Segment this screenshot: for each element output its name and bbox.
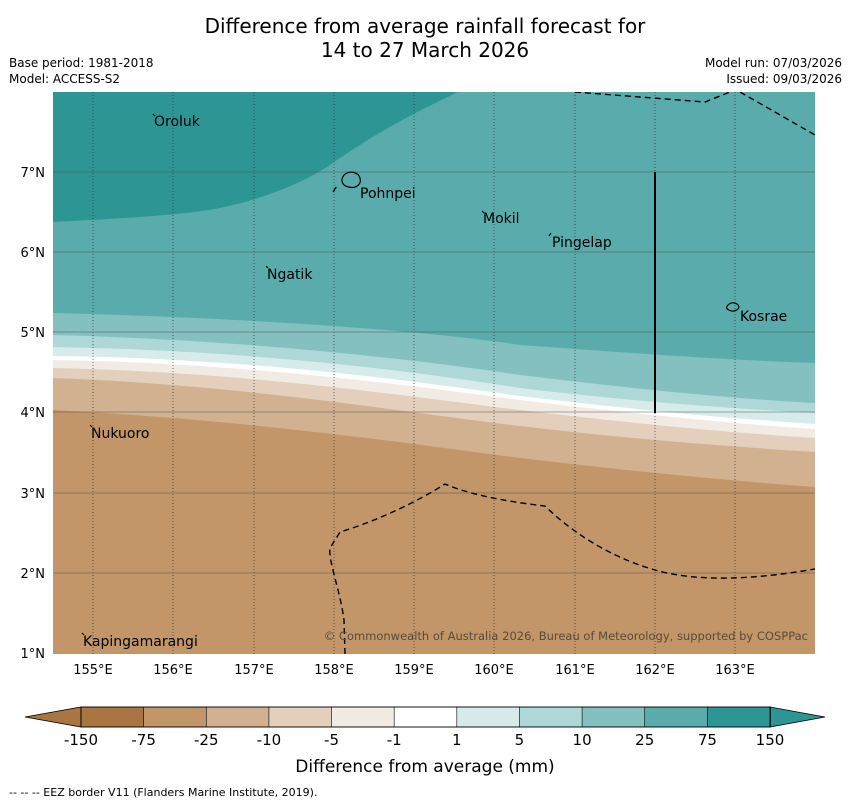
x-tick-158: 158°E — [314, 663, 354, 678]
model-run-text: Model run: 07/03/2026 — [704, 56, 842, 70]
colorbar-tick-label: 150 — [756, 731, 785, 749]
x-tick-155: 155°E — [73, 663, 113, 678]
x-tick-159: 159°E — [394, 663, 434, 678]
label-ngatik: Ngatik — [267, 267, 313, 283]
label-mokil: Mokil — [483, 211, 520, 227]
x-axis-labels: 155°E 156°E 157°E 158°E 159°E 160°E 161°… — [73, 663, 755, 678]
gridlines — [92, 92, 736, 654]
x-tick-163: 163°E — [715, 663, 755, 678]
colorbar-segment — [581, 706, 646, 728]
colorbar-tick-label: -150 — [64, 731, 98, 749]
x-tick-160: 160°E — [474, 663, 514, 678]
x-tick-157: 157°E — [234, 663, 274, 678]
label-oroluk: Oroluk — [154, 114, 201, 130]
lat-lines — [53, 171, 815, 574]
colorbar-segment — [456, 706, 521, 728]
colorbar-tick-label: 10 — [573, 731, 592, 749]
zero-contour — [53, 357, 815, 428]
y-tick-2n: 2°N — [21, 567, 46, 582]
colorbar-segment — [644, 706, 709, 728]
y-tick-1n: 1°N — [21, 647, 46, 662]
colorbar-tick-label: 25 — [635, 731, 654, 749]
title-line-1: Difference from average rainfall forecas… — [204, 14, 646, 38]
y-tick-6n: 6°N — [21, 246, 46, 261]
issued-text: Issued: 09/03/2026 — [726, 72, 842, 86]
colorbar: -150 -75 -25 -10 -5 -1 1 5 10 25 75 150 Difference … — [24, 706, 826, 777]
band-minus-25 — [53, 410, 815, 654]
colorbar-tick-label: -75 — [131, 731, 156, 749]
colorbar-tick-label: -10 — [257, 731, 282, 749]
model-text: Model: ACCESS-S2 — [9, 72, 121, 86]
colorbar-tick-label: -25 — [194, 731, 219, 749]
atoll-markers — [81, 113, 552, 636]
colorbar-tick-label: 75 — [698, 731, 717, 749]
x-tick-161: 161°E — [555, 663, 595, 678]
colorbar-segment — [393, 706, 458, 728]
y-tick-4n: 4°N — [21, 406, 46, 421]
y-axis-labels: 7°N 6°N 5°N 4°N 3°N 2°N 1°N — [21, 166, 46, 662]
colorbar-segment — [331, 706, 395, 728]
colorbar-tick-label: 1 — [452, 731, 462, 749]
title-line-2: 14 to 27 March 2026 — [320, 38, 530, 62]
eez-legend: -- -- -- EEZ border V11 (Flanders Marine… — [9, 786, 318, 799]
label-pingelap: Pingelap — [552, 235, 612, 251]
label-kapingamarangi: Kapingamarangi — [83, 634, 198, 650]
label-kosrae: Kosrae — [740, 309, 787, 325]
label-pohnpei: Pohnpei — [360, 186, 416, 202]
colorbar-extend-low — [24, 706, 82, 728]
colorbar-label: Difference from average (mm) — [295, 757, 554, 777]
colorbar-tick-label: -5 — [324, 731, 339, 749]
x-tick-162: 162°E — [635, 663, 675, 678]
colorbar-extend-high — [769, 706, 826, 728]
colorbar-tick-label: -1 — [387, 731, 402, 749]
colorbar-segment — [519, 706, 583, 728]
copyright-text: © Commonwealth of Australia 2026, Bureau… — [324, 629, 808, 643]
colorbar-segment — [205, 706, 270, 728]
colorbar-segment — [707, 706, 771, 728]
x-tick-156: 156°E — [153, 663, 193, 678]
colorbar-segment — [143, 706, 208, 728]
colorbar-segment — [268, 706, 333, 728]
colorbar-segment — [80, 706, 145, 728]
colorbar-tick-label: 5 — [515, 731, 525, 749]
map-area: Oroluk Pohnpei Mokil Pingelap Ngatik Kos… — [53, 92, 815, 654]
base-period-text: Base period: 1981-2018 — [9, 56, 154, 70]
band-75-150 — [53, 92, 458, 222]
eez-borders — [329, 92, 815, 654]
kosrae-island-icon — [726, 302, 740, 312]
label-nukuoro: Nukuoro — [91, 426, 149, 442]
pohnpei-island-icon — [341, 171, 361, 189]
y-tick-5n: 5°N — [21, 326, 46, 341]
y-tick-3n: 3°N — [21, 487, 46, 502]
y-tick-7n: 7°N — [21, 166, 46, 181]
